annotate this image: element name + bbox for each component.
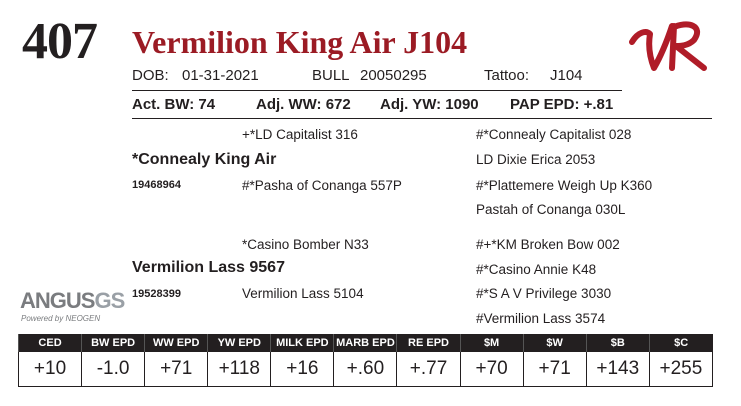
- divider: [132, 90, 622, 91]
- epd-header: CED: [17, 334, 82, 352]
- epd-header: $B: [585, 334, 650, 352]
- epd-header: RE EPD: [396, 334, 461, 352]
- epd-header: MARB EPD: [333, 334, 397, 352]
- registration-number: 20050295: [360, 67, 427, 84]
- pedigree-sds: #*Plattemere Weigh Up K360: [476, 178, 653, 193]
- pedigree-ddd: #Vermilion Lass 3574: [476, 311, 606, 326]
- epd-header-row: CED BW EPD WW EPD YW EPD MILK EPD MARB E…: [17, 334, 713, 352]
- epd-value: +143: [585, 351, 650, 387]
- sex-value: BULL: [312, 67, 350, 84]
- epd-header: MILK EPD: [270, 334, 334, 352]
- pedigree-sire-dam: #*Pasha of Conanga 557P: [242, 178, 402, 193]
- epd-value-row: +10 -1.0 +71 +118 +16 +.60 +.77 +70 +71 …: [17, 351, 714, 387]
- pedigree-dam-sire: *Casino Bomber N33: [242, 237, 369, 252]
- epd-header: $C: [648, 334, 713, 352]
- angus-gs-wordmark: ANGUSGS: [20, 288, 125, 313]
- epd-header: YW EPD: [207, 334, 271, 352]
- adjusted-yw: Adj. YW: 1090: [380, 96, 479, 113]
- info-row: DOB: 01-31-2021 BULL 20050295 Tattoo: J1…: [132, 67, 612, 85]
- epd-value: +71: [522, 351, 587, 387]
- lot-number: 407: [22, 13, 98, 70]
- epd-value: +10: [17, 351, 83, 387]
- pedigree-sire: *Connealy King Air: [132, 151, 277, 168]
- epd-header: $M: [459, 334, 524, 352]
- epd-table: CED BW EPD WW EPD YW EPD MILK EPD MARB E…: [17, 334, 714, 387]
- vr-brand-logo: [629, 21, 707, 71]
- epd-value: +70: [459, 351, 524, 387]
- animal-name: Vermilion King Air J104: [132, 24, 468, 60]
- epd-value: -1.0: [81, 351, 146, 387]
- pedigree-dsd: #*Casino Annie K48: [476, 262, 597, 277]
- pedigree-sire-registration: 19468964: [132, 179, 181, 191]
- pedigree-dam-registration: 19528399: [132, 288, 181, 300]
- adjusted-ww: Adj. WW: 672: [256, 96, 351, 113]
- epd-header: WW EPD: [144, 334, 208, 352]
- pedigree-ssd: LD Dixie Erica 2053: [476, 152, 596, 167]
- angus-gs-logo: ANGUSGS Powered by NEOGEN: [20, 288, 125, 328]
- neogen-tagline: Powered by NEOGEN: [21, 314, 101, 323]
- pedigree-dam-dam: Vermilion Lass 5104: [242, 286, 364, 301]
- dob-value: 01-31-2021: [182, 67, 259, 84]
- epd-header: $W: [522, 334, 587, 352]
- pedigree-dam: Vermilion Lass 9567: [132, 259, 285, 276]
- epd-value: +.77: [396, 351, 461, 387]
- tattoo-value: J104: [550, 67, 583, 84]
- dob-label: DOB:: [132, 67, 169, 84]
- epd-value: +71: [144, 351, 209, 387]
- pap-epd: PAP EPD: +.81: [510, 96, 614, 113]
- epd-value: +16: [270, 351, 335, 387]
- performance-row: Act. BW: 74 Adj. WW: 672 Adj. YW: 1090 P…: [132, 96, 614, 114]
- tattoo-label: Tattoo:: [484, 67, 530, 84]
- pedigree-sss: #*Connealy Capitalist 028: [476, 127, 632, 142]
- epd-value: +255: [648, 351, 714, 387]
- pedigree-dss: #+*KM Broken Bow 002: [476, 237, 620, 252]
- divider: [132, 118, 712, 119]
- epd-header: BW EPD: [81, 334, 145, 352]
- epd-value: +118: [207, 351, 272, 387]
- epd-value: +.60: [333, 351, 398, 387]
- pedigree-dds: #*S A V Privilege 3030: [476, 286, 612, 301]
- pedigree-sdd: Pastah of Conanga 030L: [476, 202, 626, 217]
- pedigree-sire-sire: +*LD Capitalist 316: [242, 127, 358, 142]
- actual-bw: Act. BW: 74: [132, 96, 216, 113]
